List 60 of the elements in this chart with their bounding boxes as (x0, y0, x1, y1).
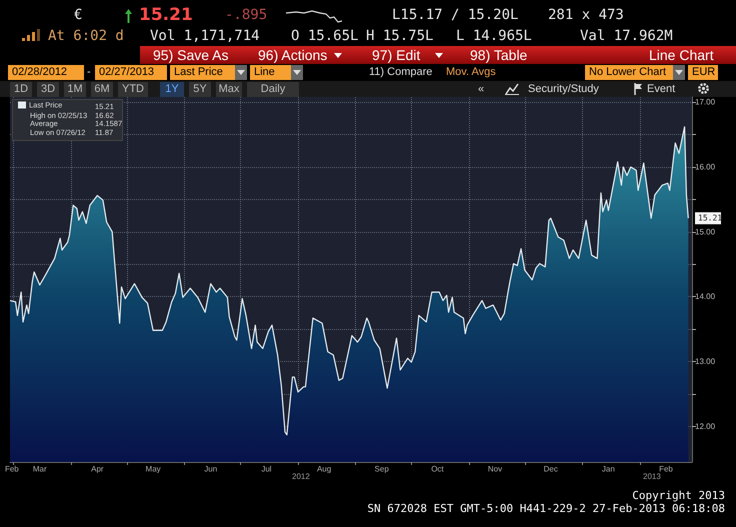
text: Mov. Avgs (446, 65, 496, 80)
text: O 15.65L (291, 28, 358, 44)
text: 96) Actions (258, 47, 328, 63)
x-tick-label: Oct (431, 464, 444, 474)
text: Last Price (170, 65, 235, 80)
text: 02/27/2013 (95, 65, 167, 80)
x-tick-label: Aug (316, 464, 332, 474)
x-tick-label: Jan (602, 464, 615, 474)
text: 2012 (292, 472, 310, 481)
text: Val 17.962M (580, 28, 673, 44)
text: -.895 (225, 7, 268, 23)
text: H 15.75L (366, 28, 434, 44)
text: Copyright 2013 (632, 489, 725, 502)
x-tick-label: Feb (4, 464, 20, 474)
text: Daily (247, 82, 299, 97)
text: Line (250, 65, 291, 80)
x-tick-label: May (146, 464, 161, 474)
text: 1D (10, 82, 32, 97)
text: 98) Table (470, 47, 528, 63)
text: Vol 1,171,714 (150, 28, 260, 44)
text: Line Chart (649, 47, 714, 63)
text: At 6:02 d (48, 28, 124, 44)
text: 15.21 (139, 5, 193, 25)
x-tick-label: Jun (204, 464, 218, 474)
x-tick-label: Feb (659, 464, 674, 474)
y-tick-label: 14.00 (695, 292, 716, 302)
text: L 14.965L (456, 28, 532, 44)
text: 3D (37, 82, 59, 97)
text: 281 x 473 (548, 7, 624, 23)
x-tick-label: Dec (544, 464, 558, 474)
text: 95) Save As (153, 47, 228, 63)
y-tick-label: 12.00 (695, 422, 716, 431)
text: Security/Study (528, 82, 599, 97)
text: YTD (118, 82, 148, 97)
x-tick-label: Jul (261, 464, 272, 474)
text: € (74, 7, 82, 23)
text: 11) Compare (369, 65, 432, 80)
text: 5Y (189, 82, 211, 97)
x-tick-label: Mar (32, 464, 47, 474)
text: « (478, 82, 484, 97)
text: 1Y (160, 82, 184, 97)
text: Max (216, 82, 242, 97)
text: 02/28/2012 (8, 65, 84, 80)
x-tick-label: Nov (488, 464, 502, 474)
x-tick-label: Sep (374, 464, 390, 474)
y-tick-label: 16.00 (695, 162, 716, 172)
text: L15.17 / 15.20L (392, 7, 518, 23)
text: 2013 (643, 472, 661, 481)
text: - (87, 65, 91, 80)
text: SN 672028 EST GMT-5:00 H441-229-2 27-Feb-2013 06:18:08 (367, 502, 725, 515)
y-tick-label: 13.00 (695, 357, 716, 366)
text: EUR (688, 65, 718, 80)
y-tick-label: 15.00 (695, 227, 716, 236)
text: No Lower Chart (585, 65, 673, 80)
text: 6M (91, 82, 113, 97)
text: Event (647, 82, 676, 97)
text: 1M (64, 82, 86, 97)
x-tick-label: Apr (91, 464, 104, 474)
text: 97) Edit (372, 47, 420, 63)
y-tick-label: 17.00 (695, 98, 716, 107)
